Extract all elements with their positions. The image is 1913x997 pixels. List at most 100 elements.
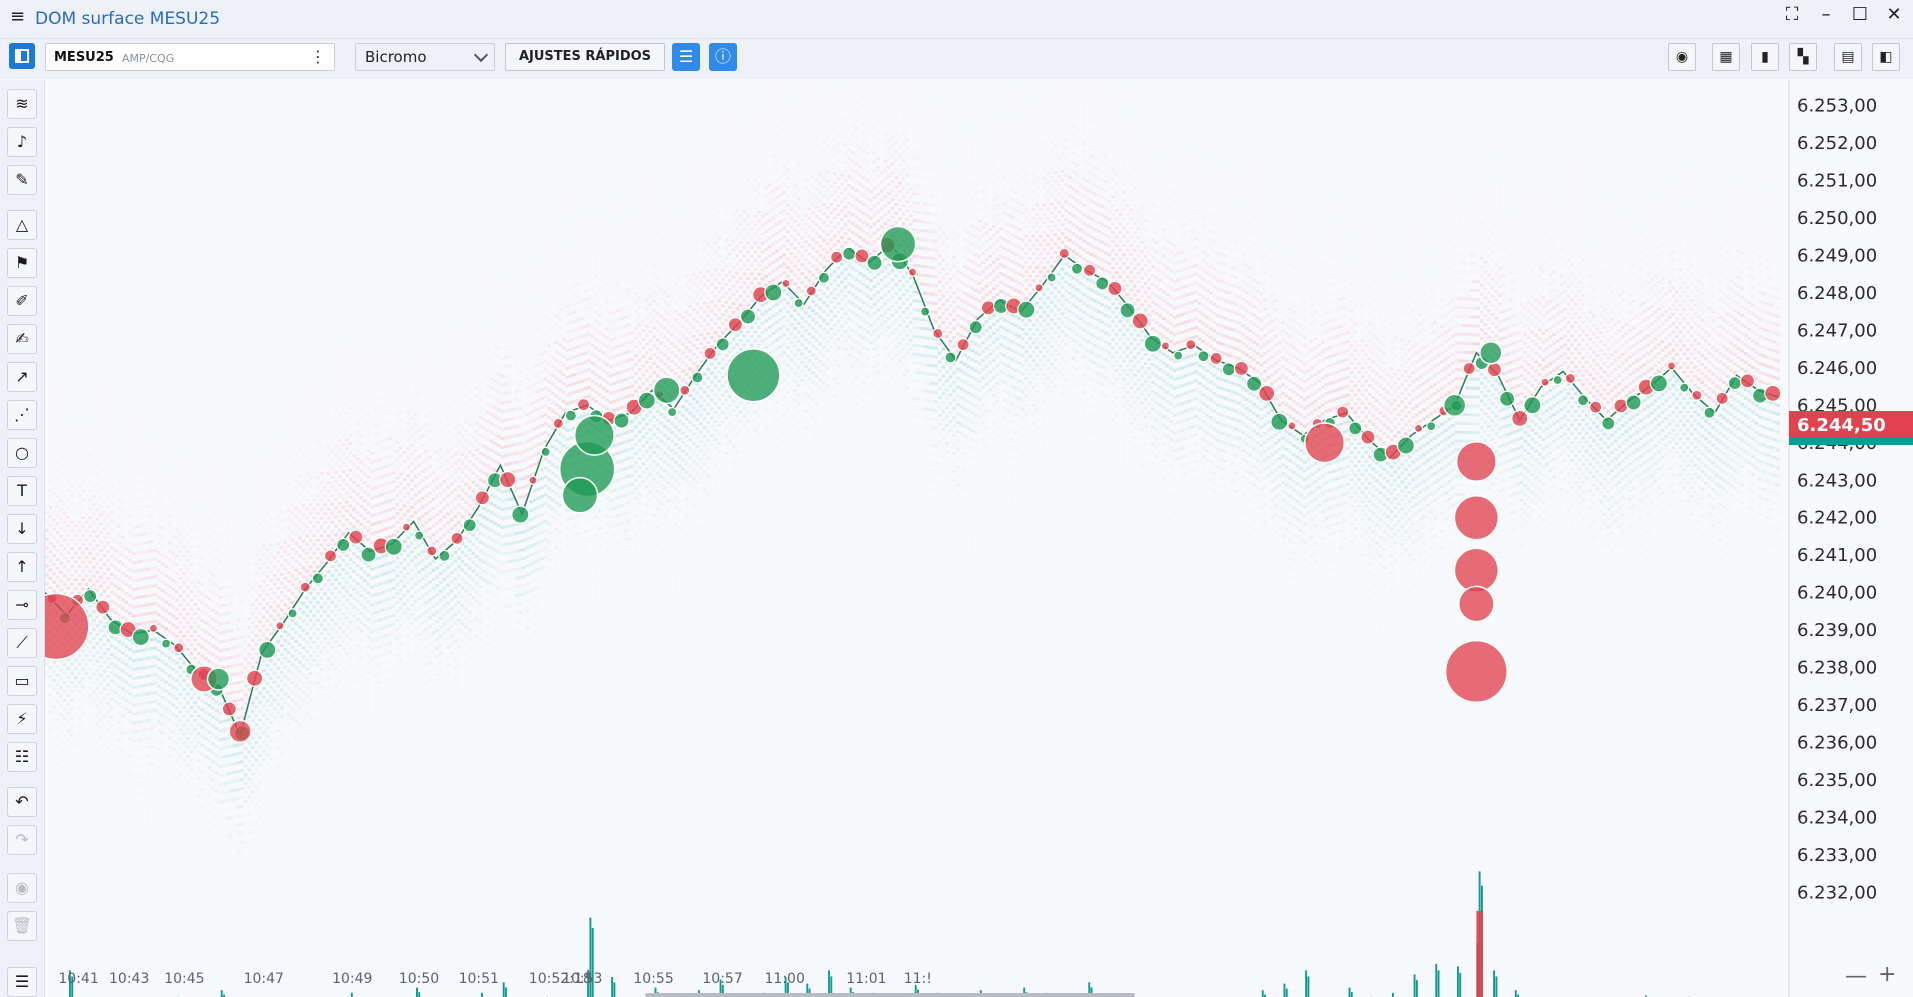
- trade-panel-icon[interactable]: ▚: [1789, 43, 1817, 71]
- ask-liquidity-cell: [558, 414, 562, 418]
- dom-ladder-icon[interactable]: ▦: [1712, 43, 1740, 71]
- bid-liquidity-cell: [493, 530, 497, 534]
- fibonacci-icon[interactable]: ⚡: [7, 704, 37, 734]
- template-icon[interactable]: ☷: [7, 742, 37, 772]
- ask-liquidity-cell: [178, 487, 183, 491]
- ask-liquidity-cell: [305, 409, 309, 413]
- bid-liquidity-cell: [265, 797, 270, 801]
- bid-liquidity-cell: [355, 679, 360, 683]
- bid-liquidity-cell: [236, 805, 241, 809]
- mouse-icon[interactable]: ▮: [1751, 43, 1779, 71]
- ask-liquidity-cell: [348, 468, 353, 472]
- triangle-icon[interactable]: △: [7, 210, 37, 240]
- bid-liquidity-cell: [138, 782, 143, 786]
- pencil-ruler-icon[interactable]: ✎: [7, 165, 37, 195]
- panel-toggle-button[interactable]: [9, 43, 35, 69]
- brush-icon[interactable]: ✍: [7, 324, 37, 354]
- ask-liquidity-cell: [265, 485, 270, 489]
- layers-icon[interactable]: ≋: [7, 89, 37, 119]
- ask-liquidity-cell: [279, 572, 284, 576]
- quick-settings-button[interactable]: AJUSTES RÁPIDOS: [505, 43, 665, 71]
- dom-surface-chart[interactable]: 6.253,006.252,006.251,006.250,006.249,00…: [45, 80, 1913, 997]
- text-icon[interactable]: T: [7, 476, 37, 506]
- bid-liquidity-cell: [345, 687, 349, 691]
- bid-liquidity-cell: [384, 562, 389, 566]
- minimize-icon[interactable]: –: [1821, 4, 1831, 25]
- bid-liquidity-cell: [489, 528, 494, 532]
- trend-line-icon[interactable]: ⟋: [7, 628, 37, 658]
- bid-liquidity-cell: [384, 678, 389, 682]
- color-mode-select[interactable]: Bicromo: [355, 43, 495, 71]
- ask-liquidity-cell: [128, 567, 132, 571]
- left-panel-icon[interactable]: ▤: [1834, 43, 1862, 71]
- ask-liquidity-cell: [547, 326, 552, 330]
- bid-liquidity-cell: [63, 681, 67, 685]
- list-icon[interactable]: ☰: [7, 967, 37, 997]
- ask-liquidity-cell: [319, 445, 324, 449]
- ask-liquidity-cell: [236, 538, 241, 542]
- ask-liquidity-cell: [214, 655, 219, 659]
- bid-liquidity-cell: [377, 600, 382, 604]
- undo-icon[interactable]: ↶: [7, 787, 37, 817]
- maximize-icon[interactable]: ☐: [1851, 4, 1869, 25]
- bid-liquidity-cell: [142, 684, 147, 688]
- arrow-diagonal-icon[interactable]: ↗: [7, 362, 37, 392]
- bid-liquidity-cell: [265, 815, 270, 819]
- signal-icon[interactable]: ◉: [1668, 43, 1696, 71]
- bid-liquidity-cell: [561, 426, 566, 430]
- ask-liquidity-cell: [287, 562, 291, 566]
- ask-liquidity-cell: [341, 523, 345, 527]
- ask-liquidity-cell: [569, 374, 573, 378]
- ask-liquidity-cell: [185, 603, 190, 607]
- bid-liquidity-cell: [236, 859, 241, 863]
- close-icon[interactable]: ✕: [1886, 4, 1902, 25]
- ask-liquidity-cell: [185, 505, 190, 509]
- bid-liquidity-cell: [287, 624, 291, 628]
- ask-liquidity-cell: [269, 578, 273, 582]
- trash-icon[interactable]: 🗑: [7, 911, 37, 941]
- circle-icon[interactable]: ○: [7, 438, 37, 468]
- bid-liquidity-cell: [294, 693, 299, 697]
- right-panel-icon[interactable]: ◧: [1872, 43, 1900, 71]
- ask-liquidity-cell: [272, 627, 277, 631]
- horizontal-line-icon[interactable]: ⊸: [7, 590, 37, 620]
- ask-liquidity-cell: [388, 517, 392, 521]
- bid-liquidity-cell: [334, 666, 338, 670]
- arrow-down-icon[interactable]: ↓: [7, 514, 37, 544]
- ask-liquidity-cell: [99, 575, 103, 579]
- ask-liquidity-cell: [576, 300, 580, 304]
- bid-liquidity-cell: [420, 621, 425, 625]
- ask-liquidity-cell: [522, 459, 526, 463]
- bid-liquidity-cell: [160, 704, 165, 708]
- ask-liquidity-cell: [558, 379, 562, 383]
- eye-icon[interactable]: ◉: [7, 873, 37, 903]
- bid-liquidity-cell: [594, 506, 599, 510]
- info-icon[interactable]: ⓘ: [709, 43, 737, 71]
- marker-icon[interactable]: ✐: [7, 286, 37, 316]
- bid-liquidity-cell: [157, 809, 161, 813]
- ask-liquidity-cell: [45, 519, 49, 523]
- polyline-icon[interactable]: ⋰: [7, 400, 37, 430]
- bid-liquidity-cell: [95, 811, 100, 815]
- ask-liquidity-cell: [532, 382, 537, 386]
- bid-liquidity-cell: [406, 598, 411, 602]
- arrow-up-icon[interactable]: ↑: [7, 552, 37, 582]
- ask-liquidity-cell: [247, 626, 252, 630]
- bid-liquidity-cell: [438, 634, 443, 638]
- more-options-icon[interactable]: ⋮: [310, 47, 326, 66]
- settings-sliders-icon[interactable]: ☰: [672, 43, 700, 71]
- ask-liquidity-cell: [594, 266, 599, 270]
- ask-liquidity-cell: [334, 346, 338, 350]
- rectangle-icon[interactable]: ▭: [7, 666, 37, 696]
- ask-liquidity-cell: [565, 268, 570, 272]
- bid-liquidity-cell: [59, 677, 64, 681]
- symbol-input[interactable]: MESU25 AMP/CQG ⋮: [45, 43, 335, 71]
- flag-icon[interactable]: ⚑: [7, 248, 37, 278]
- bid-liquidity-cell: [120, 713, 125, 717]
- redo-icon[interactable]: ↷: [7, 825, 37, 855]
- hamburger-menu-icon[interactable]: ≡: [10, 6, 26, 27]
- ask-liquidity-cell: [424, 387, 429, 391]
- bell-icon[interactable]: ♪: [7, 127, 37, 157]
- fullscreen-icon[interactable]: ⛶: [1785, 4, 1799, 25]
- bid-liquidity-cell: [214, 789, 219, 793]
